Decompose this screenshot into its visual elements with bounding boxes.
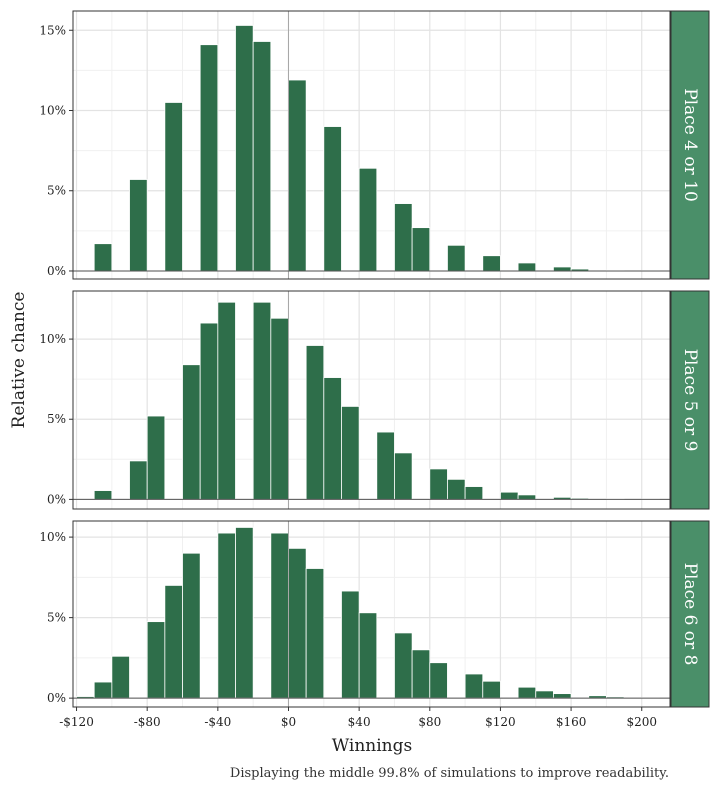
panel-border [72,10,671,280]
histogram-bar [235,25,254,272]
facet-strip [670,290,710,510]
histogram-bar [394,632,413,699]
y-tick-label: 5% [47,611,66,625]
chart-caption: Displaying the middle 99.8% of simulatio… [230,766,669,781]
histogram-bar [394,203,413,272]
histogram-bar [93,681,113,699]
panel-border [72,290,671,510]
y-tick-label: 10% [39,103,66,117]
histogram-bar [129,179,148,272]
histogram-bar [553,693,572,699]
histogram-bar [482,255,501,272]
panel-3: 0% 5% 10% Place 6 or 8 [39,520,710,708]
histogram-bar [199,44,219,272]
histogram-bar [323,377,342,500]
histogram-bar [447,244,466,272]
panel-1: 0% 5% 10% 15% Place 4 or 10 [39,10,710,280]
histogram-bar [305,345,325,500]
facet-strip-label: Place 6 or 8 [680,563,700,666]
y-tick-label: 10% [39,332,66,346]
histogram-bar [376,431,395,500]
x-tick-label: $200 [626,715,657,729]
histogram-bar [464,486,484,500]
y-tick-label: 10% [39,530,66,544]
x-tick-label: $40 [348,715,371,729]
histogram-bar [199,322,219,500]
histogram-bar [482,680,501,699]
histogram-bar [517,494,537,500]
histogram-bar [164,585,183,699]
histogram-bar [252,301,272,500]
x-tick-label: $80 [418,715,441,729]
x-tick-label: $160 [556,715,587,729]
x-tick-label: -$120 [59,715,94,729]
histogram-bar [146,415,166,500]
histogram-bar [517,686,537,699]
histogram-bar [323,126,342,272]
y-tick-label: 0% [47,264,66,278]
histogram-bar [341,406,360,500]
histogram-bar [182,552,201,699]
histogram-bar [217,301,236,500]
histogram-bar [429,662,448,699]
histogram-bar [517,262,537,272]
histogram-bar [146,621,166,699]
facet-strip-label: Place 4 or 10 [680,88,700,202]
facet-strip [670,520,710,708]
y-tick-label: 0% [47,492,66,506]
x-tick-label: -$80 [134,715,161,729]
x-tick-label: -$40 [204,715,231,729]
x-tick-label: $0 [281,715,296,729]
histogram-bar [411,227,431,272]
histogram-bar [129,460,148,500]
histogram-bar [288,79,307,272]
histogram-bar [358,612,378,699]
y-tick-label: 15% [39,23,66,37]
x-tick-label: $120 [485,715,516,729]
histogram-bar [111,655,130,699]
histogram-bar [270,532,289,699]
histogram-bar [217,532,236,699]
histogram-bar [235,527,254,699]
histogram-bar [535,690,554,699]
histogram-bar [394,452,413,500]
histogram-bar [93,490,113,500]
histogram-bar [164,102,183,272]
panel-border [72,520,671,708]
facet-strip [670,10,710,280]
histogram-bar [305,568,325,699]
histogram-bar [182,364,201,500]
histogram-bar [358,167,378,272]
histogram-bar [270,317,289,500]
histogram-bar [93,243,113,272]
histogram-bar [341,590,360,699]
y-tick-label: 5% [47,412,66,426]
histogram-bar [288,547,307,699]
histogram-bar [500,491,519,500]
histogram-bar [553,266,572,272]
facet-strip-label: Place 5 or 9 [680,349,700,452]
panel-2: 0% 5% 10% Place 5 or 9 [39,290,710,510]
x-axis-title: Winnings [332,736,413,756]
histogram-bar [429,468,448,500]
histogram-bar [447,478,466,500]
y-tick-label: 5% [47,184,66,198]
y-tick-label: 0% [47,691,66,705]
histogram-bar [252,41,272,272]
y-axis-title: Relative chance [9,292,29,429]
histogram-bar [411,649,431,699]
histogram-bar [464,673,484,699]
